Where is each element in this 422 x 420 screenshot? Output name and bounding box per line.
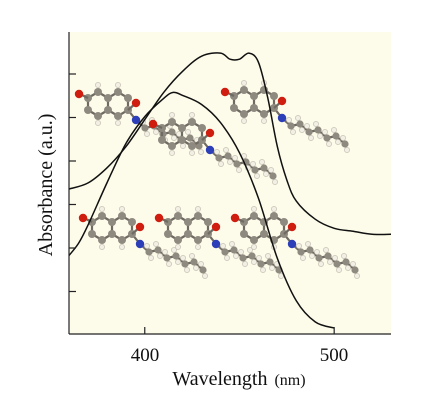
axis-ticks: [69, 73, 335, 334]
x-axis-title: Wavelength (nm): [172, 368, 305, 390]
absorbance-curve-1: [68, 52, 392, 236]
x-axis-unit: (nm): [274, 372, 305, 389]
molecule-structure: [154, 206, 284, 279]
plot-area: [69, 32, 391, 334]
molecule-structure: [78, 206, 208, 279]
absorbance-curves: [68, 52, 392, 329]
y-axis-label: Absorbance (a.u.): [35, 114, 57, 257]
x-tick-label-400: 400: [131, 345, 160, 366]
x-tick-label-500: 500: [320, 345, 349, 366]
molecule-structure: [148, 112, 278, 185]
x-axis-label: Wavelength: [172, 368, 267, 390]
axes: [68, 32, 391, 335]
absorbance-curve-2: [68, 91, 335, 329]
molecule-illustrations: [74, 80, 360, 279]
